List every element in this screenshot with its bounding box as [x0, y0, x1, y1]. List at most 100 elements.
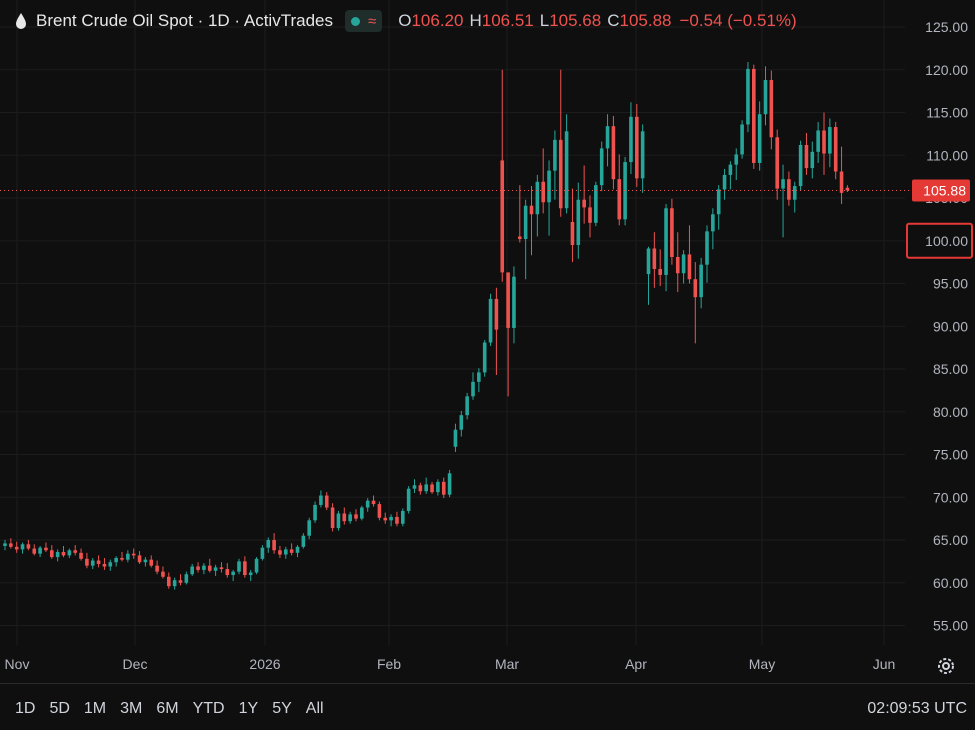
candle-body: [278, 550, 282, 555]
candle-body: [512, 276, 516, 328]
highlighted-price-box: [906, 222, 973, 259]
candle-body: [716, 189, 721, 215]
x-tick-label: Nov: [5, 656, 30, 672]
candle-body: [330, 507, 335, 529]
candle-body: [248, 572, 253, 576]
candle-body: [488, 298, 493, 343]
candle-body: [605, 126, 610, 149]
candle-body: [307, 520, 311, 536]
candle-body: [418, 485, 423, 492]
y-tick-label: 120.00: [925, 62, 968, 78]
candle-body: [412, 485, 417, 489]
utc-clock[interactable]: 02:09:53 UTC: [867, 700, 967, 717]
candle-body: [85, 558, 89, 566]
candle-body: [289, 549, 294, 553]
candlestick-series: [3, 62, 850, 590]
candle-body: [131, 553, 136, 556]
candle-body: [734, 154, 739, 165]
symbol-title[interactable]: Brent Crude Oil Spot · 1D · ActivTrades: [36, 11, 333, 30]
candle-body: [804, 144, 809, 169]
close-value: 105.88: [619, 11, 672, 30]
timeframe-button-1d[interactable]: 1D: [15, 700, 36, 717]
timeframe-toolbar: 1D 5D 1M 3M 6M YTD 1Y 5Y All: [10, 698, 329, 720]
candle-body: [90, 560, 95, 566]
candle-body: [541, 181, 545, 203]
timeframe-button-6m[interactable]: 6M: [156, 700, 179, 717]
y-tick-label: 75.00: [933, 447, 968, 463]
candle-body: [640, 131, 645, 179]
candle-body: [482, 342, 487, 373]
timeframe-button-1m[interactable]: 1M: [83, 700, 107, 717]
candle-body: [839, 171, 844, 193]
candle-body: [681, 254, 686, 274]
candle-body: [360, 507, 364, 519]
timeframe-button-5y[interactable]: 5Y: [272, 700, 292, 717]
candle-body: [102, 563, 107, 567]
x-tick-label: Mar: [495, 656, 519, 672]
timeframe-button-all[interactable]: All: [305, 700, 324, 717]
candle-body: [635, 116, 639, 179]
candle-body: [518, 236, 522, 240]
candle-body: [787, 179, 791, 200]
candle-body: [465, 396, 469, 416]
candle-body: [664, 208, 668, 275]
candle-body: [190, 566, 194, 575]
candle-body: [231, 571, 235, 576]
y-tick-label: 80.00: [933, 404, 968, 420]
timeframe-button-5d[interactable]: 5D: [49, 700, 70, 717]
candle-body: [617, 179, 622, 220]
candle-body: [389, 516, 393, 521]
candle-body: [441, 481, 446, 495]
x-tick-label: Jun: [873, 656, 896, 672]
candle-body: [196, 566, 200, 570]
timeframe-button-ytd[interactable]: YTD: [192, 700, 225, 717]
candle-body: [810, 151, 815, 169]
candle-body: [377, 504, 382, 518]
candle-body: [237, 561, 241, 572]
market-open-dot-icon: [350, 16, 360, 26]
y-tick-label: 110.00: [926, 147, 968, 163]
candle-body: [143, 559, 148, 563]
low-label: L: [539, 11, 550, 30]
candle-body: [781, 179, 785, 189]
candle-body: [722, 174, 727, 190]
candle-body: [3, 543, 7, 546]
candle-body: [243, 561, 247, 576]
candle-body: [769, 80, 774, 138]
change-value: −0.54 (−0.51%): [679, 11, 797, 30]
candle-body: [365, 500, 370, 508]
candle-body: [746, 68, 750, 125]
candle-body: [687, 254, 692, 280]
candle-body: [822, 130, 826, 154]
candle-body: [178, 580, 183, 583]
candle-body: [406, 488, 411, 511]
candle-body: [752, 68, 756, 163]
candle-body: [319, 495, 323, 505]
gear-icon[interactable]: [935, 655, 957, 677]
timeframe-button-1y[interactable]: 1Y: [238, 700, 259, 717]
candle-body: [728, 164, 733, 175]
candle-body: [219, 567, 224, 570]
timeframe-button-3m[interactable]: 3M: [120, 700, 143, 717]
candle-body: [570, 221, 575, 246]
y-tick-label: 90.00: [933, 318, 968, 334]
candle-body: [371, 500, 376, 505]
candle-body: [693, 279, 698, 298]
candle-body: [55, 551, 60, 558]
candle-body: [324, 495, 329, 508]
candle-body: [155, 565, 159, 572]
candle-body: [711, 214, 715, 232]
candle-body: [558, 139, 563, 209]
candle-body: [266, 540, 271, 548]
y-tick-label: 115.00: [926, 105, 968, 121]
candle-body: [529, 205, 534, 215]
candle-body: [38, 547, 42, 554]
candle-body: [167, 576, 171, 587]
candle-body: [73, 550, 77, 553]
candle-body: [705, 231, 709, 265]
status-badge[interactable]: ≈: [344, 10, 383, 32]
y-tick-label: 65.00: [933, 532, 968, 548]
candle-body: [301, 535, 306, 547]
candle-body: [699, 264, 703, 298]
